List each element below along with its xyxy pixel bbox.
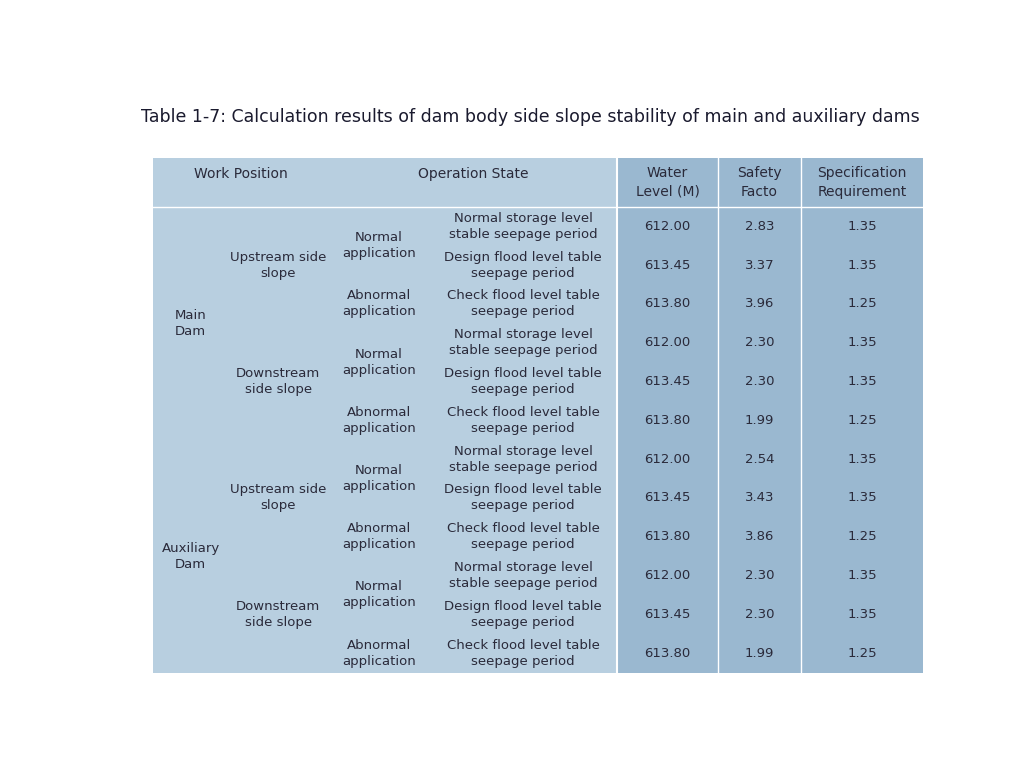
Text: 1.99: 1.99	[745, 414, 774, 427]
Text: Auxiliary
Dam: Auxiliary Dam	[161, 542, 219, 571]
Text: Normal
application: Normal application	[342, 464, 416, 493]
Text: Normal storage level
stable seepage period: Normal storage level stable seepage peri…	[449, 212, 597, 241]
Text: Normal storage level
stable seepage period: Normal storage level stable seepage peri…	[449, 328, 597, 357]
Text: Downstream
side slope: Downstream side slope	[236, 367, 320, 396]
Text: 2.54: 2.54	[744, 452, 774, 465]
Text: 1.25: 1.25	[848, 531, 877, 543]
Text: 3.86: 3.86	[745, 531, 774, 543]
Text: 612.00: 612.00	[645, 219, 690, 233]
Text: Work Position: Work Position	[195, 167, 288, 181]
Text: Design flood level table
seepage period: Design flood level table seepage period	[444, 600, 602, 629]
Text: 613.45: 613.45	[645, 608, 690, 621]
Text: Abnormal
application: Abnormal application	[342, 638, 416, 668]
Text: 3.96: 3.96	[745, 298, 774, 310]
Text: 2.83: 2.83	[744, 219, 774, 233]
Text: 2.30: 2.30	[744, 336, 774, 349]
Bar	[617, 159, 923, 672]
Text: 613.45: 613.45	[645, 375, 690, 388]
Text: Water
Level (M): Water Level (M)	[635, 166, 700, 199]
Bar	[153, 159, 617, 672]
Text: 613.45: 613.45	[645, 259, 690, 272]
Text: 612.00: 612.00	[645, 336, 690, 349]
Text: Normal
application: Normal application	[342, 348, 416, 376]
Text: 613.80: 613.80	[645, 414, 690, 427]
Text: 613.45: 613.45	[645, 491, 690, 505]
Text: Upstream side
slope: Upstream side slope	[230, 250, 326, 279]
Text: 1.35: 1.35	[848, 452, 877, 465]
Text: 2.30: 2.30	[744, 608, 774, 621]
Text: Safety
Facto: Safety Facto	[737, 166, 781, 199]
Text: 1.99: 1.99	[745, 647, 774, 660]
Text: 2.30: 2.30	[744, 375, 774, 388]
Text: Normal storage level
stable seepage period: Normal storage level stable seepage peri…	[449, 561, 597, 590]
Text: 3.43: 3.43	[744, 491, 774, 505]
Text: Normal
application: Normal application	[342, 231, 416, 260]
Text: 3.37: 3.37	[744, 259, 774, 272]
Text: Downstream
side slope: Downstream side slope	[236, 600, 320, 629]
Text: Specification
Requirement: Specification Requirement	[818, 166, 907, 199]
Text: Design flood level table
seepage period: Design flood level table seepage period	[444, 250, 602, 279]
Text: 613.80: 613.80	[645, 647, 690, 660]
Text: Table 1-7: Calculation results of dam body side slope stability of main and auxi: Table 1-7: Calculation results of dam bo…	[141, 109, 920, 127]
Text: 1.25: 1.25	[848, 647, 877, 660]
Text: 1.35: 1.35	[848, 219, 877, 233]
Text: 613.80: 613.80	[645, 298, 690, 310]
Text: 1.35: 1.35	[848, 259, 877, 272]
Text: Normal
application: Normal application	[342, 581, 416, 609]
Text: Normal storage level
stable seepage period: Normal storage level stable seepage peri…	[449, 445, 597, 474]
Text: Operation State: Operation State	[417, 167, 528, 181]
Text: Check flood level table
seepage period: Check flood level table seepage period	[447, 638, 599, 668]
Text: 1.35: 1.35	[848, 336, 877, 349]
Text: 1.35: 1.35	[848, 608, 877, 621]
Text: 1.35: 1.35	[848, 569, 877, 582]
Text: Design flood level table
seepage period: Design flood level table seepage period	[444, 483, 602, 512]
Text: 613.80: 613.80	[645, 531, 690, 543]
Text: Design flood level table
seepage period: Design flood level table seepage period	[444, 367, 602, 396]
Text: Abnormal
application: Abnormal application	[342, 406, 416, 435]
Text: Main
Dam: Main Dam	[175, 309, 207, 338]
Text: Check flood level table
seepage period: Check flood level table seepage period	[447, 406, 599, 435]
Text: 612.00: 612.00	[645, 452, 690, 465]
Text: Abnormal
application: Abnormal application	[342, 289, 416, 318]
Text: 1.25: 1.25	[848, 414, 877, 427]
Text: 1.35: 1.35	[848, 375, 877, 388]
Text: Check flood level table
seepage period: Check flood level table seepage period	[447, 289, 599, 318]
Text: Abnormal
application: Abnormal application	[342, 522, 416, 551]
Text: 612.00: 612.00	[645, 569, 690, 582]
Text: Check flood level table
seepage period: Check flood level table seepage period	[447, 522, 599, 551]
Text: Upstream side
slope: Upstream side slope	[230, 483, 326, 512]
Text: 1.35: 1.35	[848, 491, 877, 505]
Text: 1.25: 1.25	[848, 298, 877, 310]
Text: 2.30: 2.30	[744, 569, 774, 582]
